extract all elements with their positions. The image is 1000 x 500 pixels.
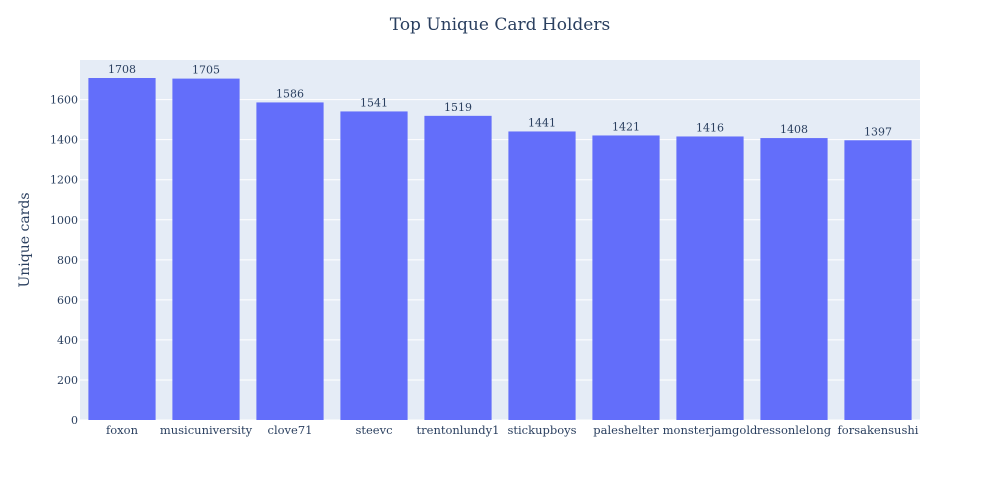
bar-foxon[interactable] <box>88 78 156 420</box>
bar-trentonlundy1[interactable] <box>424 115 492 420</box>
value-label-paleshelter: 1421 <box>612 120 640 133</box>
bar-musicuniversity[interactable] <box>172 78 240 421</box>
x-tick-label-monsterjamgold: monsterjamgold <box>663 423 758 437</box>
bar-forsakensushi[interactable] <box>844 140 912 420</box>
x-tick-label-paleshelter: paleshelter <box>593 423 659 437</box>
x-tick-label-ressonlelong: ressonlelong <box>757 423 832 437</box>
bars <box>88 78 912 421</box>
x-tick-label-steevc: steevc <box>355 423 392 437</box>
value-label-monsterjamgold: 1416 <box>696 121 724 134</box>
x-tick-label-forsakensushi: forsakensushi <box>838 423 919 437</box>
bar-steevc[interactable] <box>340 111 408 421</box>
value-label-musicuniversity: 1705 <box>192 64 220 77</box>
x-tick-label-stickupboys: stickupboys <box>507 423 576 437</box>
y-tick-label: 0 <box>71 414 78 427</box>
value-labels: 1708 1705 1586 1541 1519 1441 1421 1416 1408 1397 <box>108 63 892 138</box>
y-tick-label: 1400 <box>50 134 78 147</box>
bar-stickupboys[interactable] <box>508 131 576 420</box>
value-label-forsakensushi: 1397 <box>864 125 892 138</box>
x-tick-label-musicuniversity: musicuniversity <box>160 423 253 437</box>
x-axis-ticks: foxon musicuniversity clove71 steevc trenton… <box>106 423 919 437</box>
y-tick-label: 1600 <box>50 94 78 107</box>
value-label-steevc: 1541 <box>360 96 388 109</box>
y-tick-label: 600 <box>57 294 78 307</box>
bar-monsterjamgold[interactable] <box>676 136 744 420</box>
y-axis-label: Unique cards <box>17 192 33 287</box>
chart-title: Top Unique Card Holders <box>390 15 610 35</box>
x-tick-label-clove71: clove71 <box>268 423 313 437</box>
x-tick-label-foxon: foxon <box>106 423 139 437</box>
bar-clove71[interactable] <box>256 102 324 420</box>
x-tick-label-trentonlundy1: trentonlundy1 <box>417 423 500 437</box>
value-label-stickupboys: 1441 <box>528 116 556 129</box>
y-axis-ticks: 0 200 400 600 800 1000 1200 1400 1600 <box>50 94 78 427</box>
bar-paleshelter[interactable] <box>592 135 660 420</box>
value-label-trentonlundy1: 1519 <box>444 101 472 114</box>
value-label-ressonlelong: 1408 <box>780 123 808 136</box>
y-tick-label: 1200 <box>50 174 78 187</box>
y-tick-label: 400 <box>57 334 78 347</box>
bar-ressonlelong[interactable] <box>760 138 828 420</box>
y-tick-label: 1000 <box>50 214 78 227</box>
y-tick-label: 800 <box>57 254 78 267</box>
value-label-foxon: 1708 <box>108 63 136 76</box>
y-tick-label: 200 <box>57 374 78 387</box>
value-label-clove71: 1586 <box>276 87 304 100</box>
